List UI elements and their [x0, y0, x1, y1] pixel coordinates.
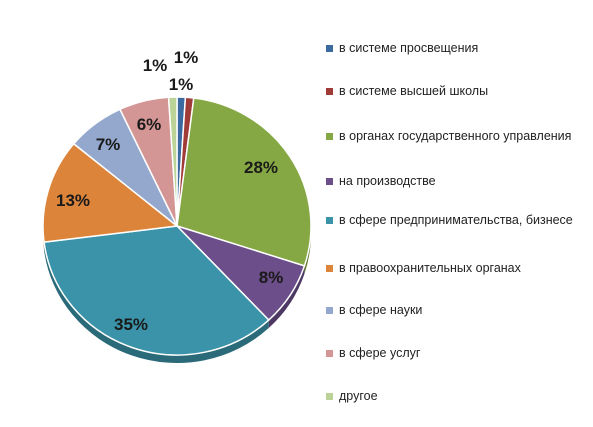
legend-swatch [326, 350, 333, 357]
legend-item: в органах государственного управления [326, 128, 588, 145]
pie-slice-6 [42, 142, 179, 244]
pie-value-labels: 1%1%28%8%35%13%7%6%1% [56, 48, 283, 334]
legend-swatch [326, 393, 333, 400]
legend-label: другое [339, 389, 378, 403]
legend-item: в правоохранительных органах [326, 260, 588, 277]
legend-item: на производстве [326, 173, 588, 190]
legend-swatch [326, 307, 333, 314]
legend-item: в системе высшей школы [326, 83, 588, 100]
legend-swatch [326, 178, 333, 185]
legend-swatch [326, 265, 333, 272]
legend-item: другое [326, 388, 588, 405]
pie-value-label-3: 28% [244, 158, 278, 177]
pie-value-label-8: 6% [137, 115, 162, 134]
legend-item: в сфере предпринимательства, бизнесе [326, 212, 588, 229]
pie-slice-5 [43, 225, 270, 356]
legend-swatch [326, 217, 333, 224]
legend-label: в органах государственного управления [339, 129, 572, 143]
legend-item: в сфере науки [326, 302, 588, 319]
pie-slice-side-5 [44, 242, 269, 363]
legend-label: в системе высшей школы [339, 84, 489, 98]
pie-value-label-2: 1% [169, 75, 194, 94]
legend-swatch [326, 88, 333, 95]
legend-label: в сфере услуг [339, 346, 421, 360]
pie-slice-3 [176, 97, 312, 267]
legend-label: в сфере предпринимательства, бизнесе [339, 213, 573, 227]
pie-value-label-6: 13% [56, 191, 90, 210]
legend-label: в сфере науки [339, 303, 423, 317]
pie-slices [42, 96, 312, 356]
legend-item: в системе просвещения [326, 40, 588, 57]
pie-value-label-4: 8% [259, 268, 284, 287]
pie-value-label-5: 35% [114, 315, 148, 334]
legend-label: на производстве [339, 174, 436, 188]
pie-value-label-7: 7% [96, 135, 121, 154]
legend-label: в системе просвещения [339, 41, 479, 55]
legend-label: в правоохранительных органах [339, 261, 521, 275]
pie-value-label-9: 1% [143, 56, 168, 75]
pie-slice-9 [167, 96, 178, 227]
legend-item: в сфере услуг [326, 345, 588, 362]
pie-value-label-1: 1% [174, 48, 199, 67]
legend-swatch [326, 45, 333, 52]
pie-slice-side-4 [268, 265, 305, 329]
legend-swatch [326, 133, 333, 140]
